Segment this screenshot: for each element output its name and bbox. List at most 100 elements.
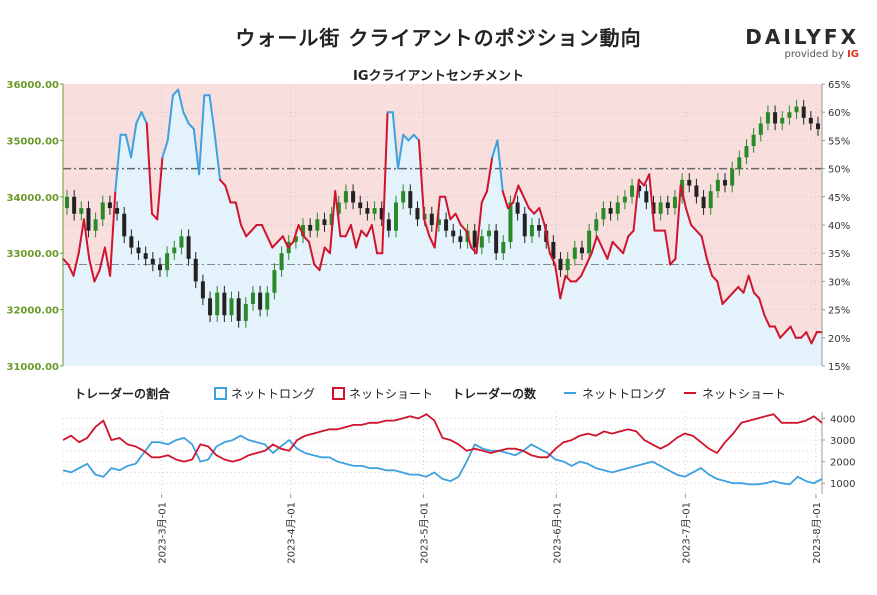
candle-body <box>408 191 413 209</box>
candle-body <box>72 196 77 214</box>
percent-tick-label: 60% <box>828 108 850 119</box>
candle-body <box>508 202 513 242</box>
sentiment-line-segment <box>219 178 227 187</box>
candle-body <box>193 258 198 282</box>
sentiment-line-segment <box>62 257 70 266</box>
candle-body <box>265 292 270 310</box>
candle-body <box>479 236 484 248</box>
sentiment-line-segment <box>245 229 253 238</box>
candle-body <box>208 298 213 316</box>
sentiment-line-segment <box>527 207 536 215</box>
candle-body <box>165 253 170 271</box>
candle-body <box>250 292 255 304</box>
candle-body <box>157 264 162 271</box>
candle-body <box>765 112 770 124</box>
sentiment-line-segment <box>501 190 509 210</box>
candle-body <box>501 241 506 254</box>
candle-body <box>794 106 799 113</box>
sentiment-line-segment <box>145 122 153 215</box>
sentiment-line-segment <box>308 240 316 266</box>
candle-body <box>186 236 191 259</box>
candle-body <box>401 191 406 203</box>
sentiment-line-segment <box>810 331 818 345</box>
sentiment-line-segment <box>506 201 515 210</box>
candle-body <box>143 253 148 259</box>
candle-body <box>494 230 499 254</box>
candle-body <box>436 219 441 225</box>
candle-body <box>587 230 592 254</box>
candle-body <box>129 236 134 248</box>
legend-count-short: ネットショート <box>684 385 786 402</box>
sentiment-line-segment <box>77 218 85 255</box>
x-tick-label: 2023-7月-01 <box>680 502 692 564</box>
percent-tick-label: 15% <box>828 362 850 373</box>
sentiment-line-segment <box>480 190 488 204</box>
sentiment-line-segment <box>67 263 75 277</box>
sentiment-line-segment <box>779 331 787 339</box>
sentiment-line-segment <box>349 224 358 249</box>
percent-tick-label: 65% <box>828 80 850 91</box>
sentiment-line-segment <box>381 111 389 255</box>
sentiment-line-segment <box>412 133 420 142</box>
candle-body <box>730 168 735 186</box>
candle-body <box>179 236 184 248</box>
candle-body <box>222 292 227 316</box>
candle-body <box>665 202 670 209</box>
sentiment-line-segment <box>559 274 567 300</box>
sentiment-line-segment <box>690 224 698 232</box>
sentiment-line-segment <box>643 173 651 187</box>
candle-body <box>637 185 642 192</box>
candle-body <box>715 179 720 192</box>
sentiment-line-segment <box>459 224 468 232</box>
sentiment-line-segment <box>182 111 190 125</box>
sentiment-line-segment <box>260 224 269 238</box>
sentiment-line-segment <box>82 218 91 260</box>
sentiment-line-segment <box>616 246 625 255</box>
candle-body <box>122 213 127 237</box>
count-tick-label: 4000 <box>830 414 855 425</box>
candle-body <box>758 123 763 135</box>
sentiment-line-segment <box>281 235 290 249</box>
candle-body <box>365 208 370 214</box>
sentiment-line-segment <box>632 178 640 232</box>
count-tick-label: 3000 <box>830 436 855 447</box>
sentiment-line-segment <box>548 252 557 266</box>
sentiment-line-segment <box>417 139 426 221</box>
candle-body <box>372 208 377 214</box>
sentiment-line-segment <box>784 325 792 334</box>
sentiment-line-segment <box>732 286 740 294</box>
sentiment-line-segment <box>161 139 169 159</box>
sentiment-line-segment <box>454 212 462 226</box>
candle-body <box>672 196 677 209</box>
sentiment-line-segment <box>109 190 117 277</box>
candle-body <box>358 202 363 209</box>
sentiment-line-segment <box>695 229 703 238</box>
sentiment-line-segment <box>637 178 646 187</box>
candle-body <box>737 157 742 169</box>
sentiment-line-segment <box>684 207 693 226</box>
sentiment-line-segment <box>166 94 174 142</box>
candle-body <box>293 236 298 242</box>
sentiment-line-segment <box>721 297 729 305</box>
brand-provider: provided by IG <box>784 49 859 60</box>
candle-body <box>415 208 420 220</box>
x-tick-label: 2023-6月-01 <box>551 502 563 564</box>
count-tick-label: 1000 <box>830 479 855 490</box>
percent-tick-label: 40% <box>828 221 850 232</box>
candle-body <box>601 208 606 220</box>
sentiment-line-segment <box>407 133 415 142</box>
sentiment-line-segment <box>208 94 216 136</box>
sentiment-line-segment <box>402 133 410 142</box>
sentiment-line-segment <box>276 235 284 243</box>
sentiment-line-segment <box>239 224 248 238</box>
sentiment-line-segment <box>800 331 808 339</box>
sentiment-line-segment <box>595 235 604 249</box>
sentiment-line-segment <box>135 111 143 125</box>
sentiment-line-segment <box>716 280 724 305</box>
sentiment-line-segment <box>496 139 504 193</box>
sentiment-line-segment <box>585 252 593 266</box>
candle-body <box>93 219 98 231</box>
sentiment-line-segment <box>711 274 719 283</box>
candle-body <box>315 219 320 231</box>
candle-body <box>322 219 327 225</box>
